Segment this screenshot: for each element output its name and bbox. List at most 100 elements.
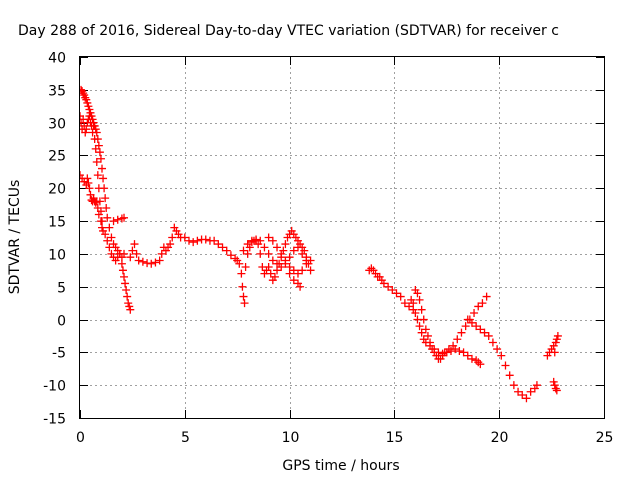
data-point: [367, 264, 376, 273]
data-point: [101, 230, 110, 239]
data-point: [180, 233, 189, 242]
data-point: [457, 328, 466, 337]
x-tick-label: 15: [386, 430, 404, 446]
data-point: [440, 348, 449, 357]
x-tick-label: 10: [282, 430, 300, 446]
data-point: [120, 213, 129, 222]
data-point: [120, 272, 129, 281]
data-point: [79, 89, 88, 98]
data-point: [277, 249, 286, 258]
data-point: [298, 249, 307, 258]
data-point: [82, 125, 91, 134]
data-point: [117, 214, 126, 223]
data-point: [446, 347, 455, 356]
data-point: [102, 203, 111, 212]
plot-frame: [79, 56, 605, 419]
y-tick-label: 10: [48, 248, 66, 264]
data-point: [285, 263, 294, 272]
data-point: [98, 217, 107, 226]
data-point: [92, 158, 101, 167]
data-point: [235, 259, 244, 268]
data-point: [480, 328, 489, 337]
data-point: [138, 257, 147, 266]
data-point: [122, 286, 131, 295]
data-point: [461, 322, 470, 331]
data-point: [472, 356, 481, 365]
data-point: [201, 235, 210, 244]
chart-title: Day 288 of 2016, Sidereal Day-to-day VTE…: [18, 23, 559, 39]
data-point: [214, 240, 223, 249]
data-point: [184, 236, 193, 245]
data-point: [157, 249, 166, 258]
data-point: [463, 351, 472, 360]
data-point: [497, 351, 506, 360]
data-point: [417, 305, 426, 314]
data-point: [118, 266, 127, 275]
y-tick-labels: 40 35 30 25 20 15 10 5 0 -5 -10 -15: [43, 51, 66, 428]
data-point: [123, 292, 132, 301]
x-tick-label: 25: [596, 430, 614, 446]
data-point: [98, 164, 107, 173]
data-point: [105, 223, 114, 232]
data-point: [132, 249, 141, 258]
data-point: [298, 266, 307, 275]
data-point: [239, 292, 248, 301]
data-point: [472, 322, 481, 331]
y-tick-label: -5: [52, 346, 66, 362]
data-point: [421, 325, 430, 334]
data-point: [400, 299, 409, 308]
data-point: [470, 308, 479, 317]
data-point: [103, 236, 112, 245]
data-point: [121, 279, 130, 288]
data-point: [193, 236, 202, 245]
data-point: [99, 174, 108, 183]
data-point: [277, 263, 286, 272]
data-point: [514, 387, 523, 396]
data-point: [509, 381, 518, 390]
data-point: [96, 154, 105, 163]
data-point: [467, 318, 476, 327]
data-point: [379, 279, 388, 288]
data-point: [264, 233, 273, 242]
data-point: [474, 302, 483, 311]
data-point: [147, 259, 156, 268]
x-tick-label: 0: [76, 430, 85, 446]
data-point: [478, 299, 487, 308]
y-tick-label: 0: [57, 314, 66, 330]
data-point: [463, 315, 472, 324]
y-tick-label: 40: [48, 51, 66, 67]
data-point: [109, 217, 118, 226]
data-point: [270, 272, 279, 281]
data-point: [226, 251, 235, 260]
data-point: [168, 233, 177, 242]
data-point: [239, 246, 248, 255]
data-point: [120, 249, 129, 258]
data-point: [289, 276, 298, 285]
data-point: [526, 387, 535, 396]
data-point: [522, 394, 531, 403]
y-axis-label: SDTVAR / TECUs: [7, 180, 23, 295]
data-point: [134, 256, 143, 265]
data-point: [238, 282, 247, 291]
y-tick-label: 5: [57, 281, 66, 297]
data-point: [94, 141, 103, 150]
data-point: [273, 259, 282, 268]
data-point: [302, 259, 311, 268]
data-point: [296, 282, 305, 291]
data-point: [384, 282, 393, 291]
data-point: [392, 289, 401, 298]
data-point: [155, 256, 164, 265]
data-point: [126, 253, 135, 262]
data-point: [91, 198, 100, 207]
data-point: [411, 308, 420, 317]
data-point: [107, 233, 116, 242]
data-point: [444, 345, 453, 354]
data-point: [243, 249, 252, 258]
data-point: [405, 302, 414, 311]
y-tick-label: 15: [48, 215, 66, 231]
data-point: [423, 331, 432, 340]
y-tick-label: 30: [48, 117, 66, 133]
y-tick-label: 25: [48, 149, 66, 165]
grid: [80, 57, 604, 418]
data-point: [518, 391, 527, 400]
